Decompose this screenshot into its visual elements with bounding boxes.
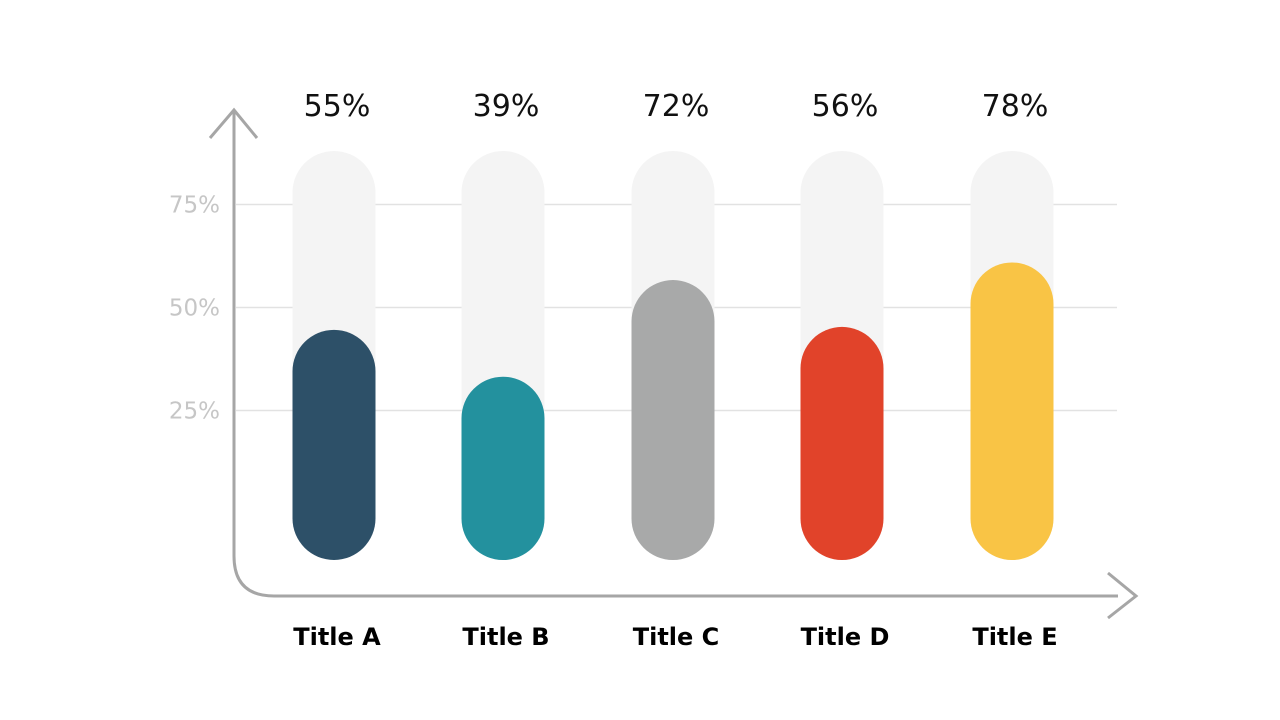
bar-value-label: 78% bbox=[982, 89, 1049, 124]
bars bbox=[292, 262, 1054, 560]
bar bbox=[631, 280, 715, 560]
y-axis-arrowhead bbox=[208, 107, 259, 139]
bar bbox=[970, 262, 1054, 560]
value-labels: 55% 39% 72% 56% 78% bbox=[304, 89, 1049, 124]
y-tick-label: 25% bbox=[169, 399, 220, 425]
category-label: Title D bbox=[801, 623, 890, 651]
axes bbox=[208, 107, 1139, 620]
category-label: Title C bbox=[633, 623, 720, 651]
category-label: Title A bbox=[293, 623, 381, 651]
bar bbox=[461, 376, 545, 560]
bar bbox=[800, 326, 884, 560]
y-tick-label: 75% bbox=[169, 193, 220, 219]
bar-value-label: 72% bbox=[643, 89, 710, 124]
y-axis-tick-labels: 25% 50% 75% bbox=[169, 193, 220, 425]
x-axis-arrowhead bbox=[1107, 571, 1139, 620]
bar bbox=[292, 329, 376, 560]
category-labels: Title A Title B Title C Title D Title E bbox=[293, 623, 1057, 651]
category-label: Title E bbox=[972, 623, 1057, 651]
bar-value-label: 56% bbox=[812, 89, 879, 124]
bar-value-label: 39% bbox=[473, 89, 540, 124]
bar-value-label: 55% bbox=[304, 89, 371, 124]
category-label: Title B bbox=[462, 623, 549, 651]
y-tick-label: 50% bbox=[169, 296, 220, 322]
y-axis-line bbox=[232, 110, 1118, 598]
